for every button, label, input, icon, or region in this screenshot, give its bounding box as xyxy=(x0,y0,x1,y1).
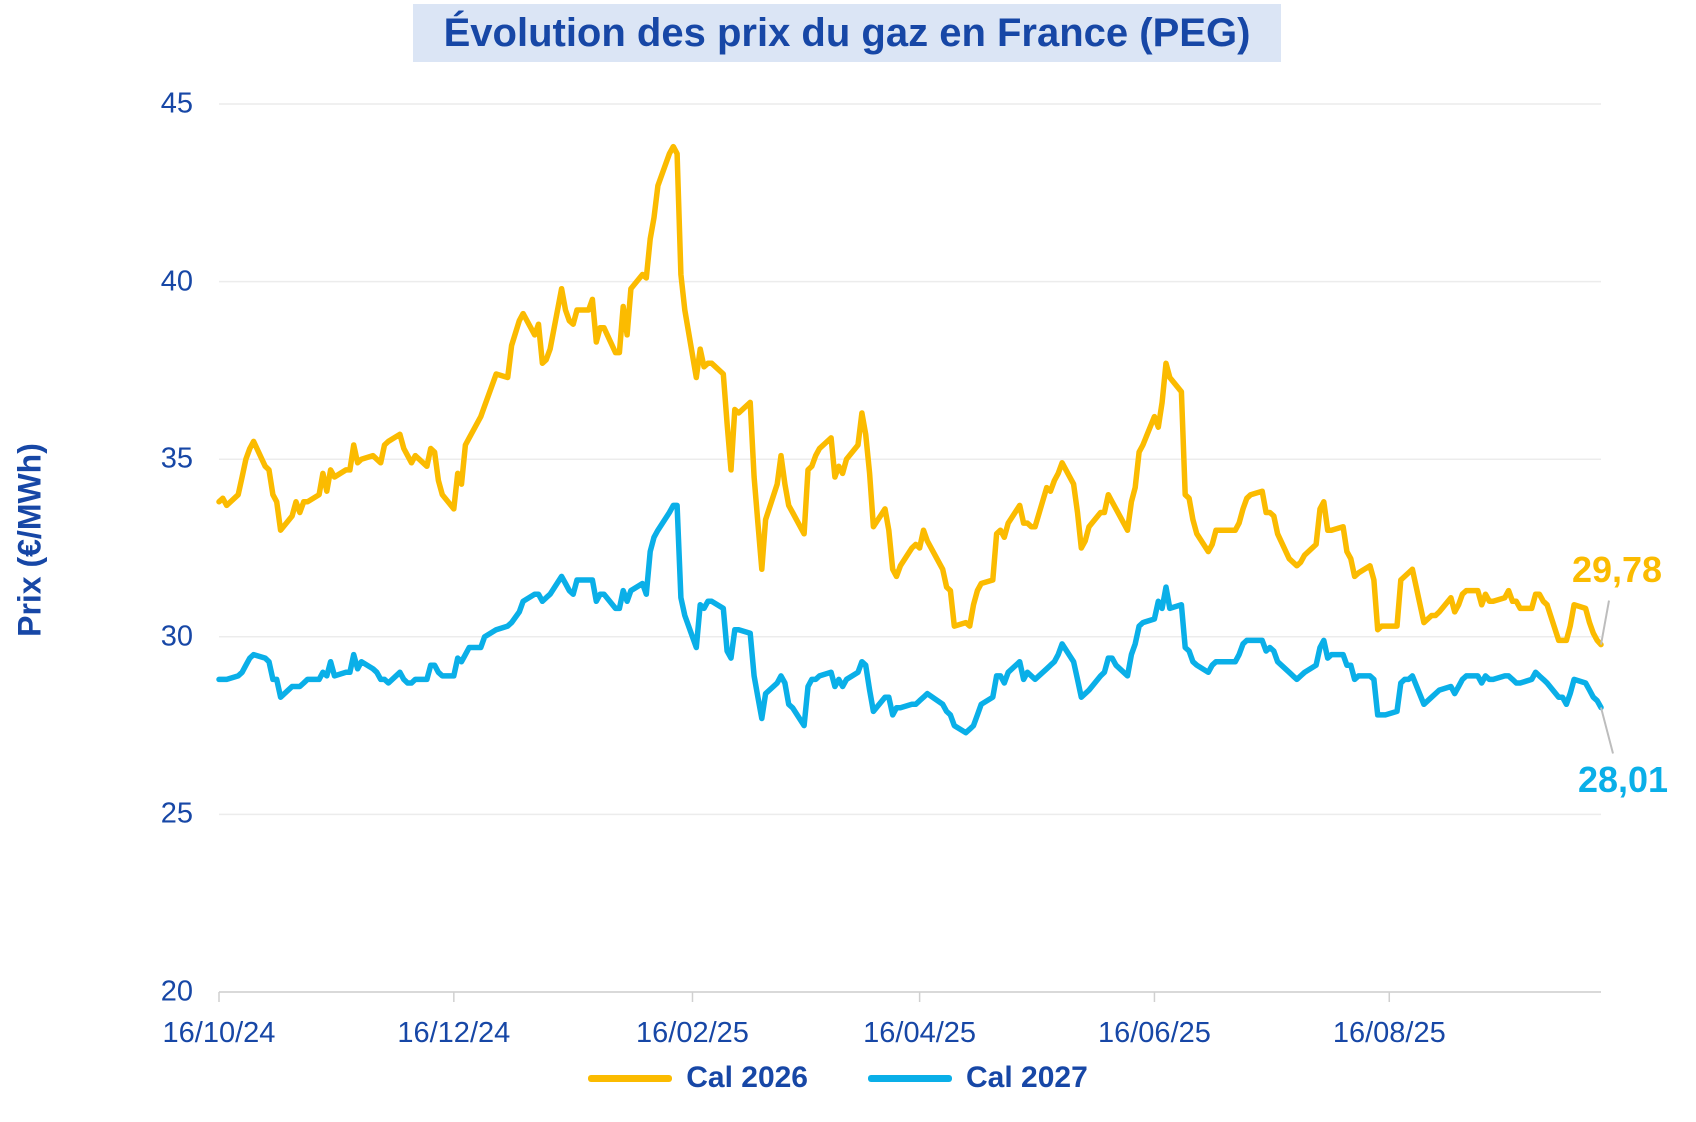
legend-item-cal-2026: Cal 2026 xyxy=(588,1061,808,1095)
chart-title-box: Évolution des prix du gaz en France (PEG… xyxy=(413,4,1281,62)
chart-title: Évolution des prix du gaz en France (PEG… xyxy=(443,10,1251,55)
y-tick-label: 30 xyxy=(160,620,193,653)
y-tick-label: 45 xyxy=(160,87,193,120)
legend-swatch-cal-2026 xyxy=(588,1074,673,1082)
y-tick-label: 35 xyxy=(160,442,193,475)
legend-label-cal-2027: Cal 2027 xyxy=(966,1061,1088,1094)
end-label-leader-cal-2027 xyxy=(1600,707,1614,754)
legend-label-cal-2026: Cal 2026 xyxy=(686,1061,808,1094)
end-label-leader-cal-2026 xyxy=(1600,600,1610,645)
y-tick-label: 20 xyxy=(160,975,193,1008)
end-label-cal-2027: 28,01 xyxy=(1577,759,1669,801)
legend: Cal 2026 Cal 2027 xyxy=(0,1061,1686,1095)
series-line-cal-2027 xyxy=(216,502,1604,736)
legend-swatch-cal-2027 xyxy=(868,1074,952,1082)
x-tick-label: 16/02/25 xyxy=(636,1017,749,1049)
x-tick-label: 16/04/25 xyxy=(863,1017,977,1049)
y-tick-label: 40 xyxy=(160,265,193,298)
legend-item-cal-2027: Cal 2027 xyxy=(868,1061,1088,1095)
x-tick-label: 16/10/24 xyxy=(162,1017,276,1049)
end-label-cal-2026: 29,78 xyxy=(1571,548,1663,590)
series-line-cal-2026 xyxy=(216,143,1604,648)
x-tick-label: 16/08/25 xyxy=(1332,1017,1446,1049)
y-tick-label: 25 xyxy=(160,797,193,830)
y-axis-label: Prix (€/MWh) xyxy=(11,443,48,637)
x-tick-label: 16/06/25 xyxy=(1097,1017,1211,1049)
x-tick-label: 16/12/24 xyxy=(397,1017,511,1049)
